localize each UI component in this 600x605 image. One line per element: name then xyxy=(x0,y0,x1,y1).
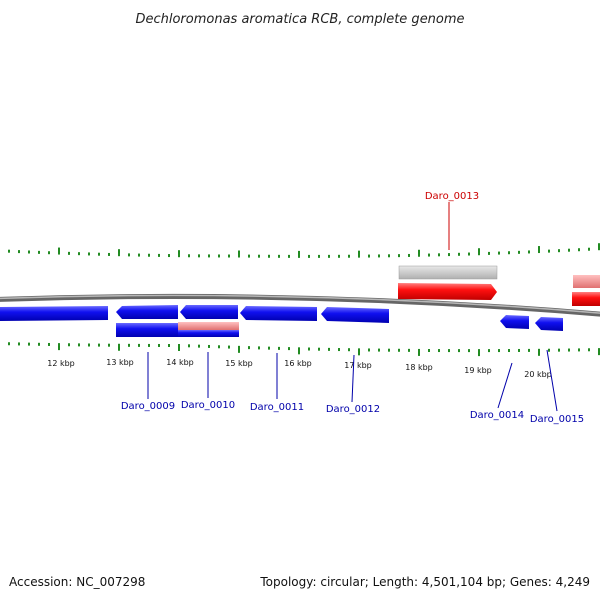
gene-feature-pink-right[interactable] xyxy=(573,275,600,288)
genome-backbone xyxy=(0,293,600,317)
gene-labels: Daro_0013 Daro_0009 Daro_0010 Daro_0011 … xyxy=(121,191,584,425)
tick-label: 16 kbp xyxy=(284,359,312,368)
gene-daro-0014[interactable] xyxy=(500,315,529,329)
tick-label: 17 kbp xyxy=(344,361,372,370)
gene-daro-0010-upper[interactable] xyxy=(178,322,239,330)
gene-feature-left[interactable] xyxy=(0,306,108,321)
gene-feature-grey[interactable] xyxy=(398,265,498,280)
tick-label: 18 kbp xyxy=(405,363,433,372)
gene-label-daro-0012[interactable]: Daro_0012 xyxy=(326,404,380,415)
gene-daro-0009[interactable] xyxy=(116,323,178,337)
gene-feature-red-right[interactable] xyxy=(572,292,600,306)
gene-feature[interactable] xyxy=(180,305,238,319)
tick-label: 15 kbp xyxy=(225,359,253,368)
gene-label-daro-0015[interactable]: Daro_0015 xyxy=(530,414,584,425)
leader-daro-0012 xyxy=(351,354,355,403)
gene-label-daro-0010[interactable]: Daro_0010 xyxy=(181,400,235,411)
tick-label: 19 kbp xyxy=(464,366,492,375)
gene-daro-0015[interactable] xyxy=(535,317,563,331)
gene-daro-0010[interactable] xyxy=(178,330,239,337)
gene-label-daro-0009[interactable]: Daro_0009 xyxy=(121,401,175,412)
tick-label: 20 kbp xyxy=(524,370,552,379)
gene-label-daro-0013[interactable]: Daro_0013 xyxy=(425,191,479,202)
gene-label-daro-0011[interactable]: Daro_0011 xyxy=(250,402,304,413)
tick-label: 12 kbp xyxy=(47,359,75,368)
tick-marks-top xyxy=(8,243,600,258)
label-leaders xyxy=(147,202,558,412)
minus-strand-track xyxy=(0,305,563,337)
gene-feature[interactable] xyxy=(321,307,389,323)
leader-daro-0014 xyxy=(497,362,513,409)
gene-feature[interactable] xyxy=(240,306,317,321)
plus-strand-track xyxy=(398,265,600,306)
leader-daro-0015 xyxy=(546,349,558,412)
backbone-highlight xyxy=(0,294,600,314)
tick-label: 13 kbp xyxy=(106,358,134,367)
tick-labels: 12 kbp 13 kbp 14 kbp 15 kbp 16 kbp 17 kb… xyxy=(47,358,552,379)
genome-title: Dechloromonas aromatica RCB, complete ge… xyxy=(135,12,464,27)
genome-summary-text: Topology: circular; Length: 4,501,104 bp… xyxy=(259,575,590,589)
accession-text: Accession: NC_007298 xyxy=(9,575,145,589)
tick-marks-bottom xyxy=(8,342,600,357)
tick-label: 14 kbp xyxy=(166,358,194,367)
gene-label-daro-0014[interactable]: Daro_0014 xyxy=(470,410,524,421)
gene-daro-0013[interactable] xyxy=(398,283,497,300)
gene-feature[interactable] xyxy=(116,305,178,319)
